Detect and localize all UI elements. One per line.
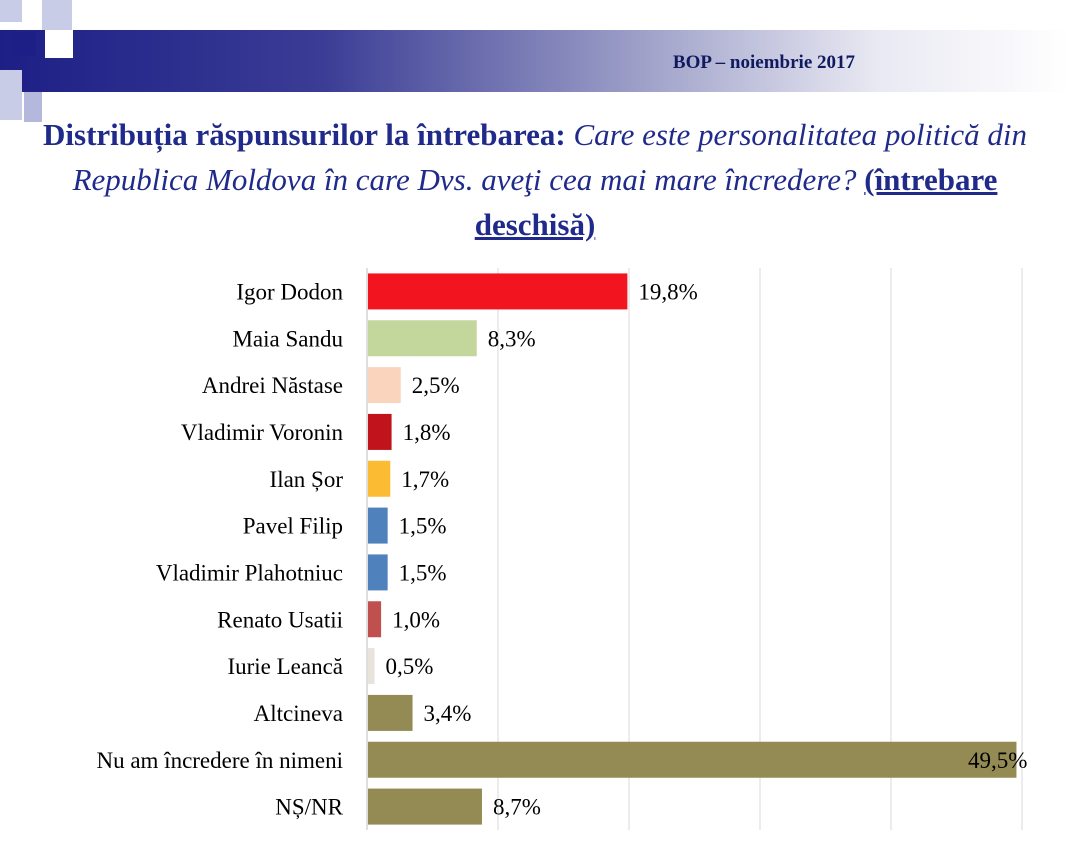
value-label: 1,0% xyxy=(392,607,440,632)
bar xyxy=(368,554,388,591)
bar xyxy=(368,460,391,497)
category-label: Igor Dodon xyxy=(236,279,343,304)
page-title: Distribuția răspunsurilor la întrebarea:… xyxy=(40,112,1030,247)
title-note: (întrebare deschisă) xyxy=(474,162,998,242)
value-label: 1,5% xyxy=(399,560,447,585)
category-label: Iurie Leancă xyxy=(227,654,343,679)
logo-square xyxy=(45,30,73,58)
value-label: 8,3% xyxy=(488,326,536,351)
category-label: Maia Sandu xyxy=(232,326,343,351)
logo-square xyxy=(24,92,42,122)
bar xyxy=(368,413,392,450)
category-label: Vladimir Voronin xyxy=(181,420,344,445)
category-label: Pavel Filip xyxy=(243,514,343,539)
logo-square xyxy=(42,0,72,30)
header-band xyxy=(0,30,1070,92)
logo-square xyxy=(0,0,22,22)
bar xyxy=(368,741,1017,778)
value-label: 19,8% xyxy=(638,279,697,304)
bar xyxy=(368,788,482,825)
bar xyxy=(368,367,401,404)
bar xyxy=(368,694,413,731)
category-label: NȘ/NR xyxy=(275,795,343,820)
title-bold: Distribuția răspunsurilor la întrebarea: xyxy=(43,117,566,152)
bar xyxy=(368,507,388,544)
value-label: 49,5% xyxy=(968,748,1027,773)
value-label: 0,5% xyxy=(386,654,434,679)
survey-subtitle: BOP – noiembrie 2017 xyxy=(672,52,855,73)
value-label: 3,4% xyxy=(424,701,472,726)
category-label: Nu am încredere în nimeni xyxy=(96,748,343,773)
category-label: Ilan Șor xyxy=(270,467,344,492)
bar xyxy=(368,648,375,685)
category-label: Vladimir Plahotniuc xyxy=(156,560,343,585)
category-label: Altcineva xyxy=(254,701,343,726)
category-label: Andrei Năstase xyxy=(202,373,343,398)
value-label: 2,5% xyxy=(412,373,460,398)
category-label: Renato Usatii xyxy=(217,607,343,632)
title-italic: Care este personalitatea politică din Re… xyxy=(72,117,1027,197)
bar xyxy=(368,273,628,310)
value-label: 1,7% xyxy=(401,467,449,492)
value-label: 8,7% xyxy=(493,795,541,820)
logo-square xyxy=(12,32,36,56)
value-label: 1,8% xyxy=(403,420,451,445)
bar xyxy=(368,601,382,638)
value-label: 1,5% xyxy=(399,514,447,539)
logo-square xyxy=(0,70,22,120)
bar xyxy=(368,320,477,357)
